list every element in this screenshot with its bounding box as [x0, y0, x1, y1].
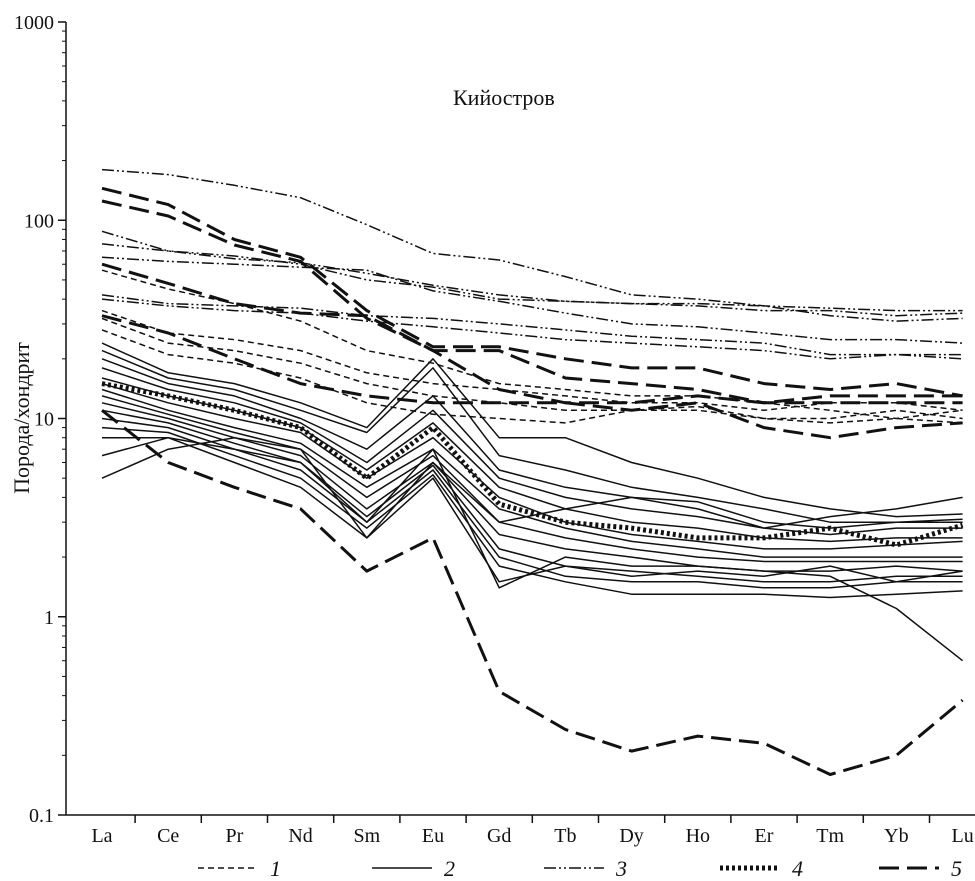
x-tick-label: Eu [422, 825, 444, 847]
y-tick-label: 1 [44, 607, 54, 629]
plot-area: 0.1 1 10 100 1000 La Ce Pr Nd Sm Eu Gd Tb Dy Ho Er Tm Yb… [14, 12, 975, 847]
x-tick-label: Dy [619, 825, 643, 847]
x-tick-label: Er [755, 825, 774, 847]
y-tick-label: 1000 [14, 12, 54, 34]
series-line-group-2 [101, 417, 963, 589]
series-line-group-5 [101, 314, 963, 440]
series-line-group-5 [101, 409, 964, 776]
y-axis-ticks: 0.1 1 10 100 1000 [14, 12, 66, 827]
series-line-group-2 [101, 402, 963, 572]
series-line-group-2 [102, 436, 963, 583]
series-line-group-3 [101, 256, 963, 344]
series-line-group-1 [101, 329, 963, 424]
series-line-group-1 [101, 309, 963, 412]
x-tick-label: Lu [951, 825, 973, 847]
series-line-group-2 [101, 436, 964, 662]
y-tick-label: 0.1 [29, 805, 54, 827]
legend-label-2: 2 [444, 856, 455, 881]
series-line-group-2 [101, 409, 963, 583]
series-line-group-2 [101, 367, 963, 536]
x-tick-label: Gd [487, 825, 511, 847]
series-line-group-5 [101, 186, 963, 398]
series-line-group-2 [101, 349, 963, 523]
y-tick-label: 100 [24, 210, 54, 232]
series-line-group-3 [101, 243, 963, 322]
x-tick-label: Ce [157, 825, 179, 847]
legend-label-5: 5 [951, 856, 962, 881]
series-line-group-2 [101, 388, 963, 558]
x-tick-label: Pr [226, 825, 244, 847]
x-tick-label: Sm [353, 825, 380, 847]
x-tick-label: La [91, 825, 112, 847]
x-tick-label: Yb [884, 825, 908, 847]
series-line-group-1 [101, 269, 963, 420]
series-line-group-3 [101, 230, 963, 317]
x-axis-ticks: La Ce Pr Nd Sm Eu Gd Tb Dy Ho Er Tm Yb Lu [91, 815, 974, 847]
x-tick-label: Tb [554, 825, 576, 847]
series-line-group-2 [101, 395, 963, 563]
x-tick-label: Tm [816, 825, 844, 847]
y-tick-label: 10 [34, 409, 54, 431]
series-line-group-5 [101, 262, 963, 405]
x-tick-label: Ho [686, 825, 710, 847]
legend-label-1: 1 [270, 856, 281, 881]
series-line-group-2 [101, 382, 963, 550]
series-line-group-3 [101, 298, 963, 360]
series-line-group-2 [101, 358, 963, 529]
series-line-group-5 [101, 199, 963, 405]
series-line-group-3 [101, 168, 963, 312]
legend: 1 2 3 4 5 [198, 856, 962, 881]
series-line-group-1 [101, 317, 963, 420]
legend-label-3: 3 [615, 856, 627, 881]
series-line-group-4 [101, 381, 964, 548]
series-lines [101, 168, 964, 776]
x-tick-label: Nd [288, 825, 312, 847]
y-axis-title: Порода/хондрит [9, 342, 34, 494]
legend-label-4: 4 [792, 856, 803, 881]
series-line-group-2 [101, 342, 963, 518]
series-line-group-3 [101, 294, 963, 356]
chart-title: Кийостров [453, 85, 555, 110]
